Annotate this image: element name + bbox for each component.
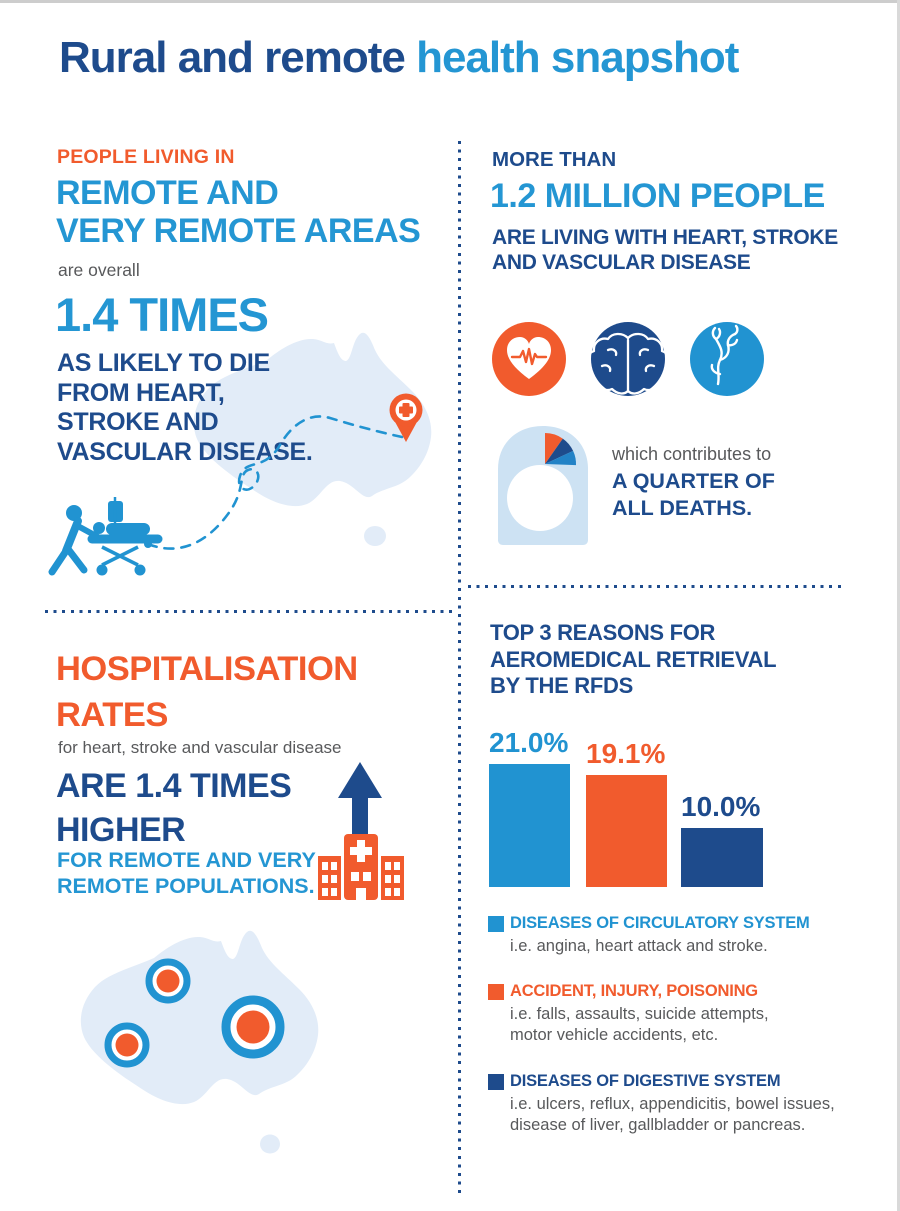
page-title-part2: health snapshot [416,33,739,82]
mortality-stat: 1.4 TIMES [55,288,269,341]
up-arrow-icon [338,762,382,840]
prevalence-detail: ARE LIVING WITH HEART, STROKE AND VASCUL… [492,226,838,274]
stretcher-route-pin-graphic [48,393,423,576]
stretcher-paramedic-icon [48,497,163,576]
legend-title: ACCIDENT, INJURY, POISONING [510,982,758,1000]
page-title: Rural and remote health snapshot [59,33,739,83]
bar-rect [489,764,570,887]
legend-swatch [488,984,504,1000]
divider-horizontal-right [468,585,845,588]
mortality-headline: REMOTE AND VERY REMOTE AREAS [56,174,421,250]
hospitalisation-stat: ARE 1.4 TIMES HIGHER [56,767,292,849]
bar-circulatory: 21.0% [489,717,570,887]
legend-item-digestive: DISEASES OF DIGESTIVE SYSTEM i.e. ulcers… [488,1072,878,1136]
pie-slice-navy [545,438,574,464]
divider-vertical [458,141,461,1193]
bar-value-label: 10.0% [681,791,761,822]
pie-slice-blue [545,450,577,466]
mortality-lead-in: are overall [58,260,140,280]
page-top-border [0,0,900,3]
tasmania-dot [260,1134,280,1154]
legend-description: i.e. ulcers, reflux, appendicitis, bowel… [510,1095,835,1134]
legend-title: DISEASES OF CIRCULATORY SYSTEM [510,914,810,932]
disease-icons-row [492,322,764,396]
target-marker-small-2 [104,1022,150,1068]
contribution-stat: A QUARTER OF ALL DEATHS. [612,469,775,520]
legend-description: i.e. angina, heart attack and stroke. [510,937,768,955]
page-right-border [897,0,900,1211]
target-marker-small-1 [145,958,191,1004]
australia-map-icon [193,332,432,546]
australia-map-targets-icon [80,930,319,1154]
pie-slice-orange [545,433,563,464]
legend-swatch [488,1074,504,1090]
prevalence-stat: 1.2 MILLION PEOPLE [490,177,825,215]
head-pie-quarter-icon [498,426,588,545]
bar-rect [681,828,763,887]
vascular-icon [690,322,764,396]
legend-item-accident: ACCIDENT, INJURY, POISONING i.e. falls, … [488,982,878,1046]
heart-ecg-icon [492,322,566,396]
tasmania-dot [364,526,386,546]
bar-digestive: 10.0% [681,717,763,887]
hospital-building-icon [318,834,404,900]
bar-value-label: 21.0% [489,727,569,758]
location-pin-cross-icon [389,393,423,442]
contribution-lead: which contributes to [612,444,772,464]
hospital-cross-icon [350,840,372,862]
hospitalisation-detail: FOR REMOTE AND VERY REMOTE POPULATIONS. [57,848,316,898]
page-title-part1: Rural and remote [59,33,417,82]
legend-description: i.e. falls, assaults, suicide attempts, … [510,1005,769,1044]
mortality-detail: AS LIKELY TO DIE FROM HEART, STROKE AND … [57,349,313,466]
chart-title: TOP 3 REASONS FOR AEROMEDICAL RETRIEVAL … [490,620,777,698]
legend-item-circulatory: DISEASES OF CIRCULATORY SYSTEM i.e. angi… [488,914,878,957]
divider-horizontal-left [45,610,455,613]
hospitalisation-headline: HOSPITALISATION RATES [56,650,358,734]
bar-rect [586,775,667,887]
legend-swatch [488,916,504,932]
bar-accident: 19.1% [586,717,667,887]
legend-title: DISEASES OF DIGESTIVE SYSTEM [510,1072,781,1090]
dashed-flight-route [146,415,404,550]
bar-chart: 21.0% 19.1% 10.0% [489,717,769,887]
mortality-kicker: PEOPLE LIVING IN [57,146,235,168]
bar-value-label: 19.1% [586,738,666,769]
prevalence-kicker: MORE THAN [492,148,617,171]
hospitalisation-qualifier: for heart, stroke and vascular disease [58,738,342,757]
target-marker-large [221,995,285,1059]
brain-icon [586,322,670,396]
